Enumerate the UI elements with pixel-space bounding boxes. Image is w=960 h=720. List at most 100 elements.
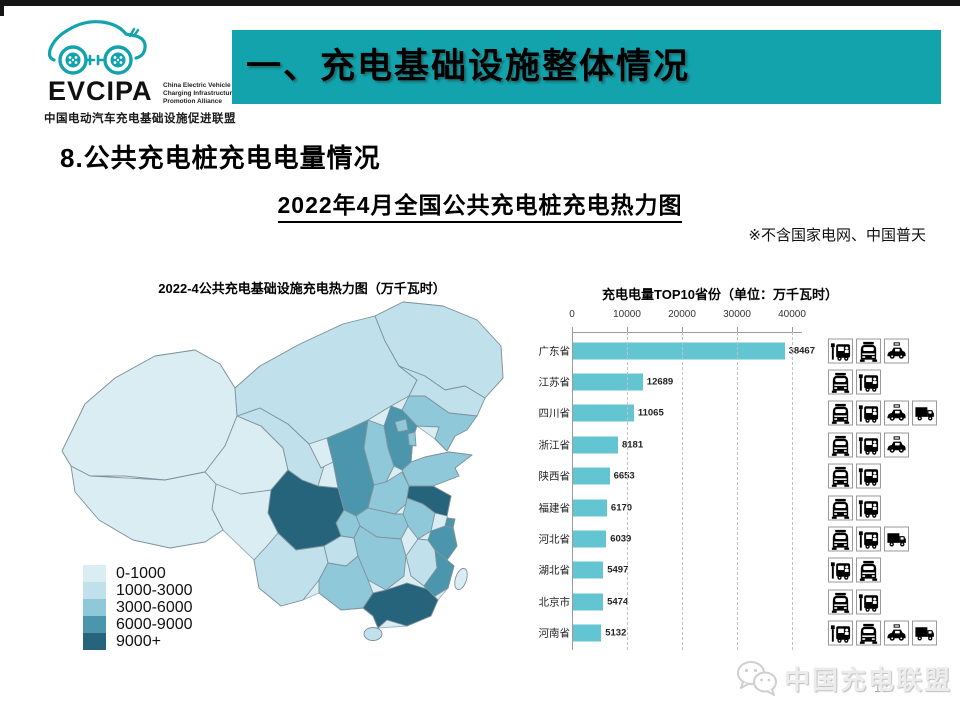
taxi-icon	[884, 620, 909, 646]
bar-category-label: 四川省	[538, 407, 571, 420]
car-front-icon	[856, 620, 881, 646]
legend-label: 9000+	[116, 633, 161, 650]
vehicle-icon-strip	[828, 557, 881, 583]
legend-swatch	[83, 633, 106, 650]
ev-car-logo-icon	[47, 20, 147, 75]
bar	[573, 436, 618, 454]
province-shandong	[401, 451, 473, 487]
car-front-icon	[828, 589, 853, 615]
province-neimenggu	[234, 315, 418, 445]
bar	[573, 467, 610, 485]
y-axis-line	[572, 332, 573, 650]
vehicle-icon-strip	[828, 463, 881, 489]
x-axis-line	[572, 332, 802, 333]
truck-icon	[884, 526, 909, 552]
vehicle-icon-strip	[828, 495, 881, 520]
legend-item: 6000-9000	[83, 616, 193, 633]
charging-bus-icon	[828, 557, 853, 583]
charging-bus-icon	[856, 495, 881, 520]
charging-bus-icon	[828, 338, 853, 363]
legend-label: 0-1000	[116, 565, 166, 582]
legend-swatch	[83, 616, 106, 633]
heatmap-legend: 0-1000 1000-3000 3000-6000 6000-9000 9000+	[83, 565, 193, 650]
car-front-icon	[828, 432, 853, 458]
bar-row: 四川省 11065	[539, 398, 960, 429]
charging-bus-icon	[856, 589, 881, 615]
x-tick-label: 20000	[668, 309, 696, 320]
bar-value-label: 11065	[637, 407, 664, 419]
legend-label: 1000-3000	[116, 582, 193, 599]
bar-category-label: 浙江省	[538, 439, 571, 452]
x-tick-label: 30000	[723, 309, 751, 320]
vehicle-icon-strip	[828, 620, 937, 646]
bar	[573, 373, 643, 391]
charging-bus-icon	[828, 620, 853, 646]
logo-chinese-name: 中国电动汽车充电基础设施促进联盟	[44, 113, 236, 125]
bar	[573, 624, 602, 642]
car-front-icon	[828, 495, 853, 520]
bar	[573, 561, 604, 579]
legend-label: 3000-6000	[116, 599, 193, 616]
slide-title: 一、充电基础设施整体情况	[246, 47, 691, 86]
x-tick-mark	[792, 327, 793, 332]
province-xizang	[70, 465, 224, 549]
province-tianjin	[407, 431, 417, 447]
main-title: 2022年4月全国公共充电桩充电热力图	[277, 186, 683, 223]
car-front-icon	[828, 526, 853, 552]
gridline	[737, 332, 738, 650]
bar-value-label: 6170	[610, 502, 633, 513]
taxi-icon	[884, 400, 909, 426]
legend-item: 3000-6000	[83, 599, 193, 616]
logo-acronym: EVCIPA	[48, 76, 153, 106]
bar	[573, 530, 607, 548]
exclusion-note: ※不含国家电网、中国普天	[748, 227, 926, 244]
gridline	[792, 332, 793, 650]
legend-item: 9000+	[83, 633, 193, 650]
bar-row: 北京市 5474	[539, 586, 960, 617]
bar-row: 陕西省 6653	[539, 461, 960, 492]
vehicle-icon-strip	[828, 400, 937, 426]
bar-category-label: 河南省	[538, 627, 571, 640]
bar-value-label: 5497	[607, 564, 629, 576]
gridline	[682, 332, 683, 650]
watermark-text: 中国充电联盟	[784, 665, 953, 695]
charging-bus-icon	[856, 526, 881, 552]
province-guangdong	[362, 582, 439, 629]
bar-row: 福建省 6170	[539, 492, 960, 523]
car-front-icon	[856, 557, 881, 583]
bar	[573, 593, 604, 611]
province-hunan	[353, 525, 407, 591]
vehicle-icon-strip	[828, 526, 909, 552]
vehicle-icon-strip	[828, 369, 881, 395]
bar-row: 广东省 38467	[539, 335, 960, 366]
province-hainan	[363, 627, 383, 641]
legend-item: 1000-3000	[83, 582, 193, 599]
province-yunnan	[253, 532, 329, 607]
page-number: 13	[874, 680, 889, 695]
bar-value-label: 6653	[613, 470, 635, 482]
bar-value-label: 12689	[646, 376, 674, 388]
bar	[573, 404, 634, 422]
x-tick-label: 0	[569, 309, 575, 320]
charging-bus-icon	[856, 463, 881, 489]
bar-category-label: 江苏省	[538, 376, 571, 389]
logo-english-name: China Electric Vehicle Charging Infrastr…	[163, 82, 236, 105]
province-taiwan	[454, 567, 468, 591]
bar-row: 湖北省 5497	[539, 555, 960, 586]
heatmap-title: 2022-4公共充电基础设施充电热力图（万千瓦时）	[158, 281, 446, 296]
bar-category-label: 广东省	[538, 345, 571, 357]
charging-bus-icon	[856, 400, 881, 426]
section-heading: 8.公共充电桩充电电量情况	[60, 143, 381, 173]
car-front-icon	[828, 369, 853, 395]
bar-value-label: 5474	[607, 596, 629, 608]
heatmap-panel: 2022-4公共充电基础设施充电热力图（万千瓦时）	[55, 278, 549, 663]
x-tick-mark	[572, 327, 573, 332]
vehicle-icon-strip	[828, 589, 881, 615]
x-tick-label: 40000	[778, 309, 806, 320]
bar-chart-title: 充电电量TOP10省份（单位：万千瓦时）	[602, 287, 838, 302]
car-front-icon	[856, 338, 881, 363]
evcipa-logo: EVCIPA China Electric Vehicle Charging I…	[38, 10, 238, 128]
province-fujian	[423, 549, 455, 599]
bar-value-label: 8181	[621, 439, 644, 451]
vehicle-icon-strip	[828, 338, 909, 363]
